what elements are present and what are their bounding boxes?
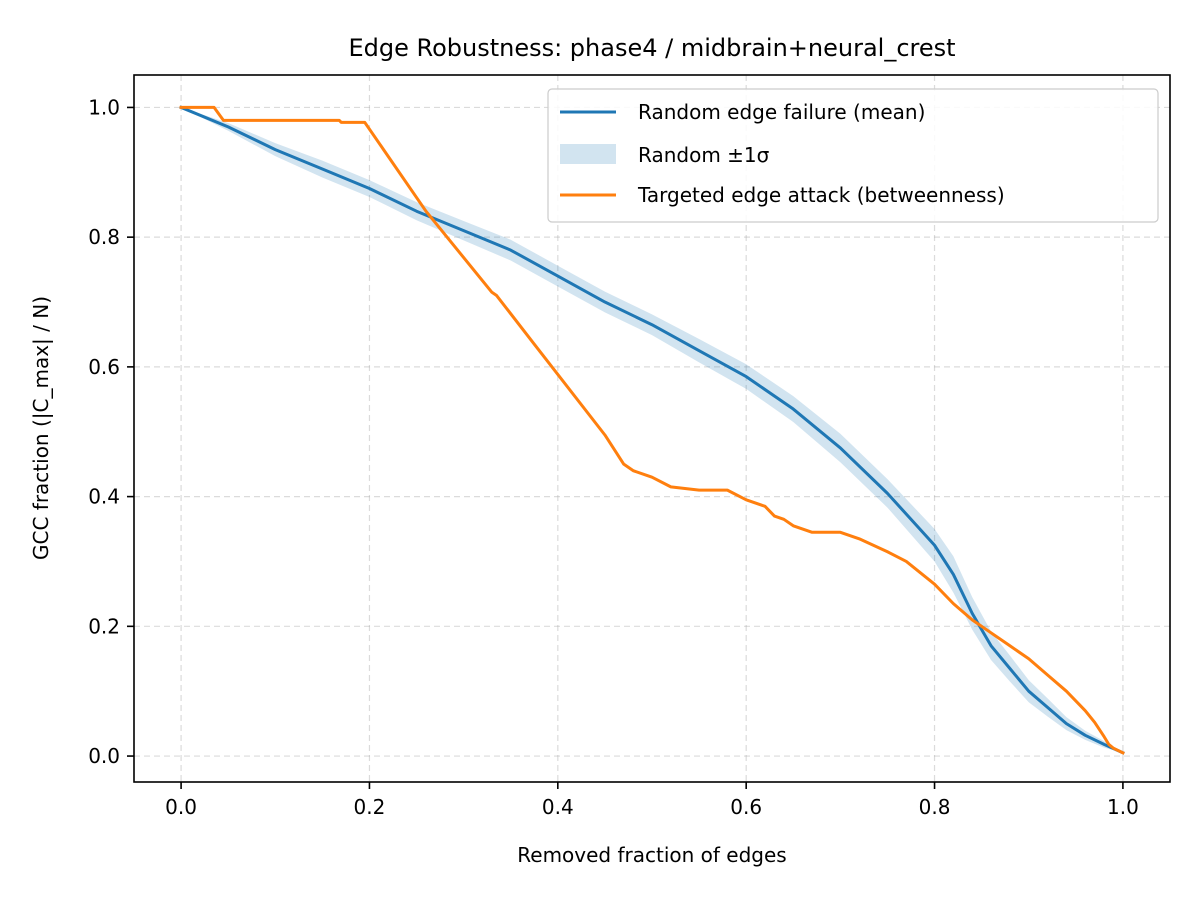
chart-title: Edge Robustness: phase4 / midbrain+neura… — [348, 34, 955, 62]
axis-ticks: 0.0 0.2 0.4 0.6 0.8 1.0 0.0 0.2 0.4 0.6 0.8 1.0 — [88, 95, 1139, 819]
legend-label-targeted: Targeted edge attack (betweenness) — [637, 183, 1005, 207]
legend-box — [547, 88, 1159, 223]
y-tick-label: 0.8 — [88, 225, 120, 249]
series-line-layer — [179, 105, 1125, 755]
legend-label-random-mean: Random edge failure (mean) — [638, 100, 925, 124]
x-tick-label: 1.0 — [1107, 795, 1139, 819]
y-tick-label: 0.4 — [88, 485, 120, 509]
y-axis-title: GCC fraction (|C_max| / N) — [29, 296, 53, 560]
x-tick-label: 0.4 — [542, 795, 574, 819]
legend-swatch-random-band — [560, 144, 616, 164]
y-tick-label: 0.6 — [88, 355, 120, 379]
x-tick-label: 0.8 — [919, 795, 951, 819]
series-line-random-mean — [179, 105, 1125, 755]
legend-label-random-band: Random ±1σ — [638, 143, 770, 167]
y-tick-label: 1.0 — [88, 95, 120, 119]
x-tick-label: 0.6 — [730, 795, 762, 819]
confidence-band-layer — [181, 107, 1123, 753]
series-line-targeted-attack — [179, 105, 1125, 755]
x-tick-label: 0.0 — [165, 795, 197, 819]
x-axis-title: Removed fraction of edges — [517, 843, 786, 867]
y-tick-label: 0.0 — [88, 744, 120, 768]
series-band-random-sigma — [181, 107, 1123, 753]
plot-frame — [133, 74, 1171, 783]
y-tick-label: 0.2 — [88, 614, 120, 638]
legend: Random edge failure (mean) Random ±1σ Ta… — [547, 88, 1159, 223]
x-tick-label: 0.2 — [354, 795, 386, 819]
